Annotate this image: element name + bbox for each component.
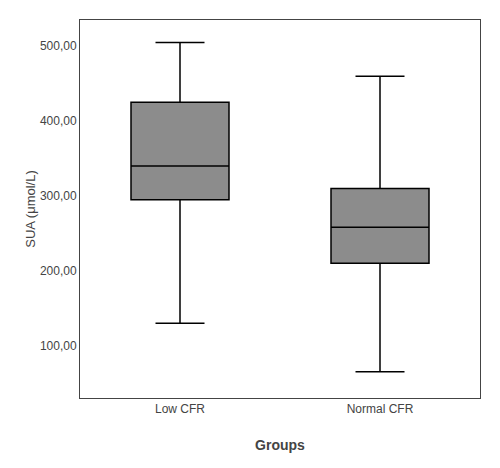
svg-text:200,00: 200,00 bbox=[40, 264, 77, 278]
svg-text:500,00: 500,00 bbox=[40, 39, 77, 53]
svg-text:300,00: 300,00 bbox=[40, 189, 77, 203]
svg-text:Low CFR: Low CFR bbox=[155, 402, 205, 416]
svg-text:SUA (μmol/L): SUA (μmol/L) bbox=[23, 170, 38, 248]
svg-text:Normal CFR: Normal CFR bbox=[347, 402, 414, 416]
svg-text:Groups: Groups bbox=[255, 437, 305, 453]
svg-text:400,00: 400,00 bbox=[40, 114, 77, 128]
svg-text:100,00: 100,00 bbox=[40, 339, 77, 353]
